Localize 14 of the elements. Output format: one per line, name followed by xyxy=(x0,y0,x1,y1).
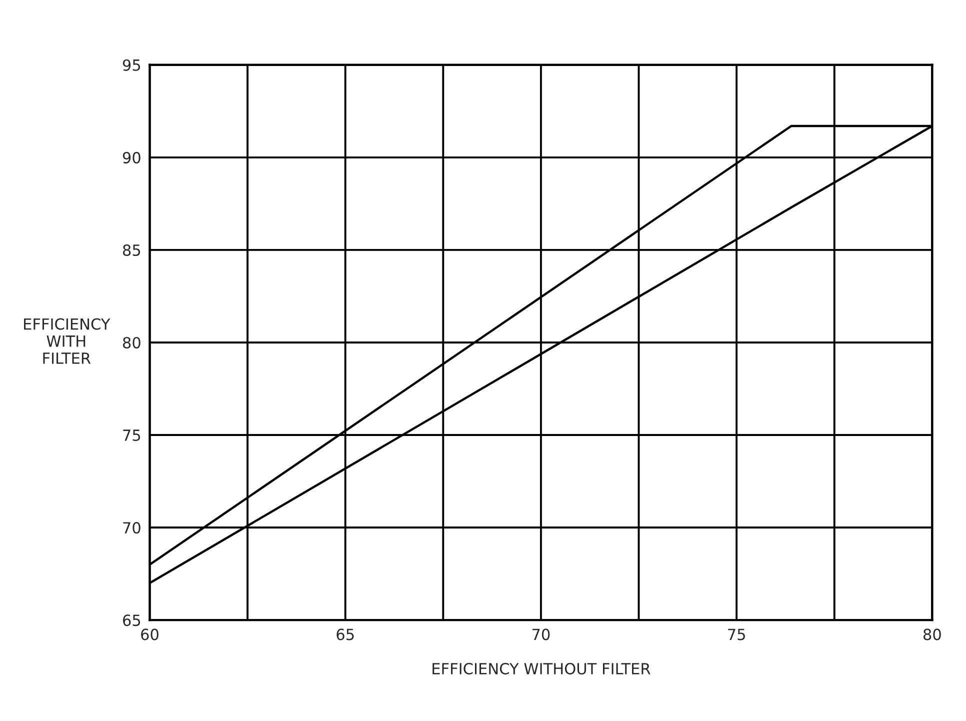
y-tick-label: 85 xyxy=(122,244,140,256)
x-tick-label: 70 xyxy=(532,628,550,640)
y-tick-label: 75 xyxy=(123,430,140,442)
y-tick-label: 80 xyxy=(122,336,140,348)
y-tick-label: 70 xyxy=(123,522,140,534)
x-axis-title: EFFICIENCY WITHOUT FILTER xyxy=(432,662,650,674)
y-tick-label: 65 xyxy=(123,614,140,626)
y-tick-label: 95 xyxy=(122,59,140,71)
x-tick-label: 80 xyxy=(924,628,941,640)
y-axis-title: EFFICIENCY WITH FILTER xyxy=(24,318,110,364)
x-tick-label: 60 xyxy=(141,628,158,640)
y-tick-label: 90 xyxy=(122,152,140,164)
x-tick-label: 75 xyxy=(728,628,745,640)
x-tick-label: 65 xyxy=(336,628,354,640)
